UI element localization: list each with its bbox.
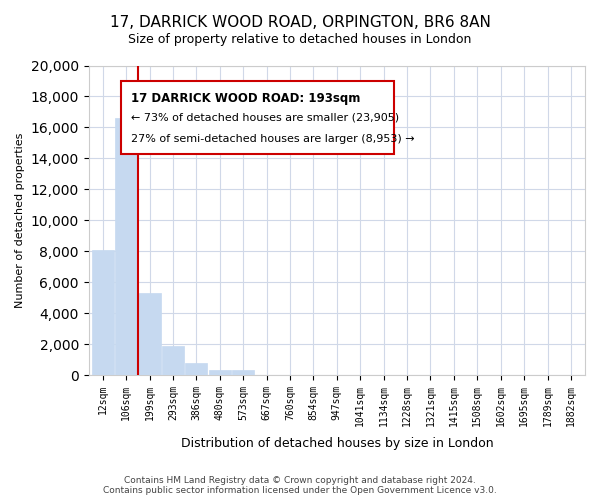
Text: 17, DARRICK WOOD ROAD, ORPINGTON, BR6 8AN: 17, DARRICK WOOD ROAD, ORPINGTON, BR6 8A… (110, 15, 490, 30)
Y-axis label: Number of detached properties: Number of detached properties (15, 132, 25, 308)
Text: Contains HM Land Registry data © Crown copyright and database right 2024.
Contai: Contains HM Land Registry data © Crown c… (103, 476, 497, 495)
Text: 17 DARRICK WOOD ROAD: 193sqm: 17 DARRICK WOOD ROAD: 193sqm (131, 92, 360, 105)
Text: Size of property relative to detached houses in London: Size of property relative to detached ho… (128, 32, 472, 46)
Bar (209, 370, 231, 375)
FancyBboxPatch shape (121, 81, 394, 154)
Bar (185, 362, 208, 375)
Text: ← 73% of detached houses are smaller (23,905): ← 73% of detached houses are smaller (23… (131, 113, 399, 123)
Bar (92, 250, 114, 375)
Bar (139, 293, 161, 375)
Bar (162, 346, 184, 375)
Bar (115, 118, 137, 375)
X-axis label: Distribution of detached houses by size in London: Distribution of detached houses by size … (181, 437, 493, 450)
Bar (232, 370, 254, 375)
Text: 27% of semi-detached houses are larger (8,953) →: 27% of semi-detached houses are larger (… (131, 134, 415, 144)
